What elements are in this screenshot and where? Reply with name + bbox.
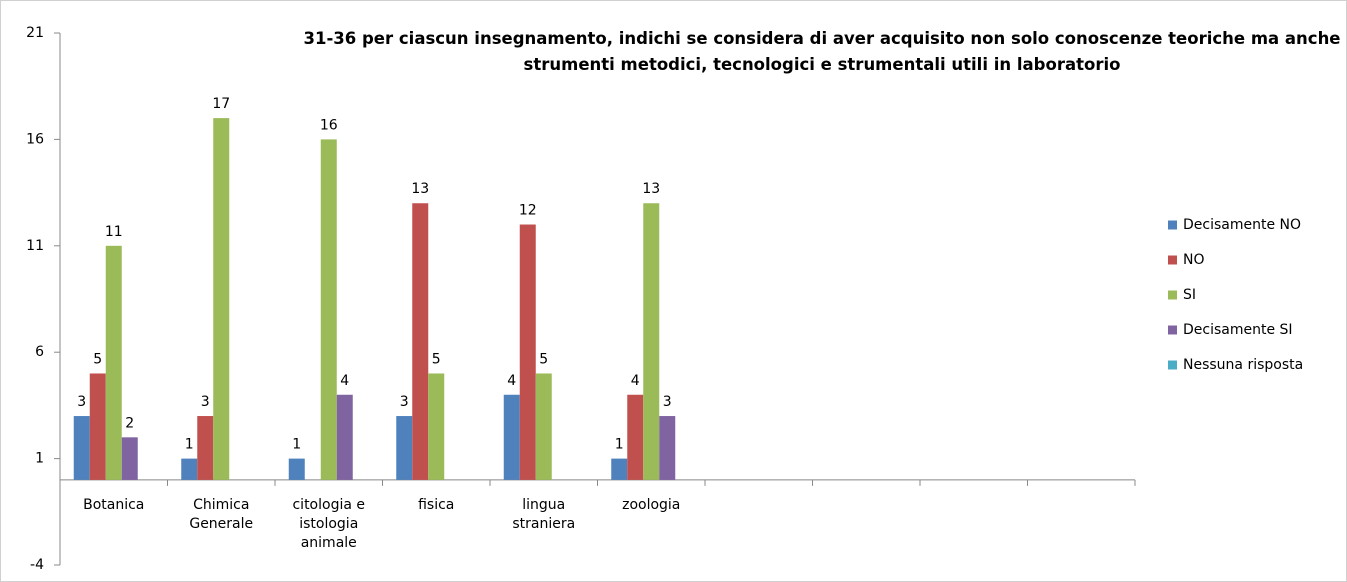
data-label: 13	[411, 181, 429, 197]
bar	[503, 394, 520, 480]
chart-title: 31-36 per ciascun insegnamento, indichi …	[303, 29, 1341, 74]
data-label: 4	[507, 373, 516, 389]
legend-swatch	[1168, 255, 1177, 265]
bar	[412, 203, 429, 480]
bar	[519, 224, 536, 480]
legend-label: Decisamente SI	[1183, 322, 1293, 338]
data-label: 3	[663, 394, 672, 410]
bar	[197, 416, 214, 480]
data-label: 4	[631, 373, 640, 389]
data-label: 1	[292, 437, 301, 453]
data-label: 4	[340, 373, 349, 389]
data-label: 5	[539, 351, 548, 367]
bar	[121, 437, 138, 480]
x-tick-label: citologia e istologia animale	[292, 496, 365, 551]
bar	[181, 458, 198, 480]
data-label: 3	[77, 394, 86, 410]
y-tick-label: 1	[35, 451, 44, 467]
data-label: 2	[125, 415, 134, 431]
data-label: 1	[185, 437, 194, 453]
x-tick-label: Chimica Generale	[189, 496, 254, 532]
bar	[428, 373, 445, 480]
bar	[105, 245, 122, 480]
bar	[336, 394, 353, 480]
data-label: 12	[519, 203, 537, 219]
y-tick-label: 21	[26, 25, 44, 41]
legend-swatch	[1168, 360, 1177, 370]
bar	[320, 139, 337, 480]
legend-label: Decisamente NO	[1183, 217, 1301, 233]
bar	[213, 118, 230, 480]
x-tick-label: fisica	[418, 496, 455, 513]
data-label: 3	[201, 394, 210, 410]
y-tick-label: 6	[35, 344, 44, 360]
legend-swatch	[1168, 220, 1177, 230]
data-label: 11	[105, 224, 123, 240]
bar	[73, 416, 90, 480]
legend-label: SI	[1183, 287, 1196, 303]
data-label: 17	[212, 96, 230, 112]
legend-label: NO	[1183, 252, 1205, 268]
x-tick-label: Botanica	[83, 496, 145, 513]
bar	[643, 203, 660, 480]
bar	[89, 373, 106, 480]
data-label: 16	[320, 117, 338, 133]
y-tick-label: 11	[26, 238, 44, 254]
data-label: 5	[432, 351, 441, 367]
legend-swatch	[1168, 325, 1177, 335]
bar	[535, 373, 552, 480]
bar	[627, 394, 644, 480]
data-label: 1	[615, 437, 624, 453]
x-tick-label: lingua straniera	[512, 496, 576, 532]
x-tick-label: zoologia	[622, 496, 681, 513]
bar	[611, 458, 628, 480]
data-label: 5	[93, 351, 102, 367]
bar	[659, 416, 676, 480]
y-tick-label: -4	[30, 557, 44, 573]
bar	[396, 416, 413, 480]
y-tick-label: 16	[26, 131, 44, 147]
data-label: 13	[642, 181, 660, 197]
legend-label: Nessuna risposta	[1183, 357, 1303, 373]
data-label: 3	[400, 394, 409, 410]
bar	[288, 458, 305, 480]
legend-swatch	[1168, 290, 1177, 300]
